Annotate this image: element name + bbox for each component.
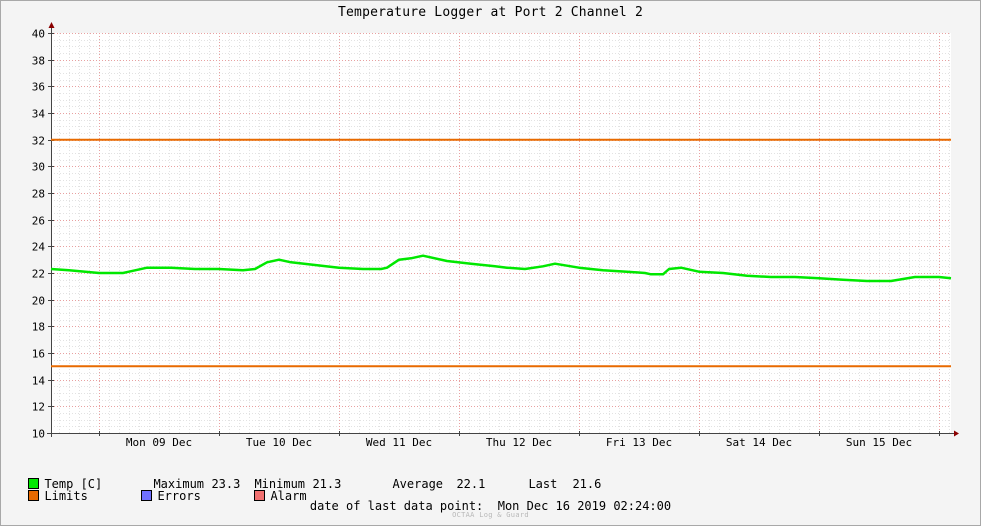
legend-average-value: 22.1: [456, 477, 486, 491]
legend-row-limits: Limits Errors Alarm: [14, 475, 307, 503]
legend-last-value: 21.6: [572, 477, 602, 491]
legend-limits-label: Limits: [44, 489, 88, 503]
y-tick-label: 38: [32, 55, 45, 68]
y-tick-label: 40: [32, 28, 45, 41]
x-tick-label: Wed 11 Dec: [366, 436, 432, 449]
last-data-point-label: date of last data point:: [309, 499, 484, 513]
y-tick-label: 30: [32, 161, 45, 174]
y-tick-label: 22: [32, 268, 45, 281]
legend-minimum-value: 21.3: [312, 477, 342, 491]
x-tick-label: Mon 09 Dec: [126, 436, 192, 449]
legend-alarm-label: Alarm: [270, 489, 307, 503]
last-data-point-value: Mon Dec 16 2019 02:24:00: [497, 499, 672, 513]
limits-swatch: [28, 490, 40, 501]
y-tick-label: 10: [32, 428, 45, 441]
y-tick-label: 12: [32, 401, 45, 414]
x-tick-label: Sun 15 Dec: [846, 436, 912, 449]
y-tick-label: 36: [32, 81, 45, 94]
watermark: OCTAA Log & Guard: [452, 511, 529, 519]
errors-swatch: [141, 490, 153, 501]
legend-row-temp: Temp [C] Maximum 23.3 Minimum 21.3 Average 22.…: [14, 463, 601, 491]
y-tick-label: 14: [32, 375, 46, 388]
legend-last-label: Last: [528, 477, 558, 491]
y-tick-label: 26: [32, 215, 45, 228]
legend-temp-label: Temp [C]: [44, 477, 103, 491]
y-tick-label: 16: [32, 348, 45, 361]
x-tick-label: Thu 12 Dec: [486, 436, 552, 449]
chart-title: Temperature Logger at Port 2 Channel 2: [337, 5, 643, 20]
legend-maximum-value: 23.3: [211, 477, 241, 491]
x-tick-label: Fri 13 Dec: [606, 436, 672, 449]
y-axis-arrow: [48, 22, 55, 28]
y-tick-label: 20: [32, 295, 45, 308]
y-tick-label: 18: [32, 321, 45, 334]
y-tick-label: 34: [32, 108, 46, 121]
legend-errors-label: Errors: [157, 489, 201, 503]
temp-series-line: [50, 254, 952, 283]
x-tick-label: Sat 14 Dec: [726, 436, 792, 449]
temp-swatch: [28, 478, 40, 489]
y-tick-label: 28: [32, 188, 45, 201]
y-tick-label: 24: [32, 241, 46, 254]
legend-average-label: Average: [392, 477, 444, 491]
legend-maximum-label: Maximum: [153, 477, 205, 491]
legend-minimum-label: Minimum: [254, 477, 306, 491]
x-tick-label: Tue 10 Dec: [246, 436, 312, 449]
last-data-point: date of last data point: Mon Dec 16 2019…: [0, 499, 981, 513]
alarm-swatch: [254, 490, 266, 501]
y-tick-label: 32: [32, 135, 45, 148]
x-axis-arrow: [954, 430, 959, 437]
